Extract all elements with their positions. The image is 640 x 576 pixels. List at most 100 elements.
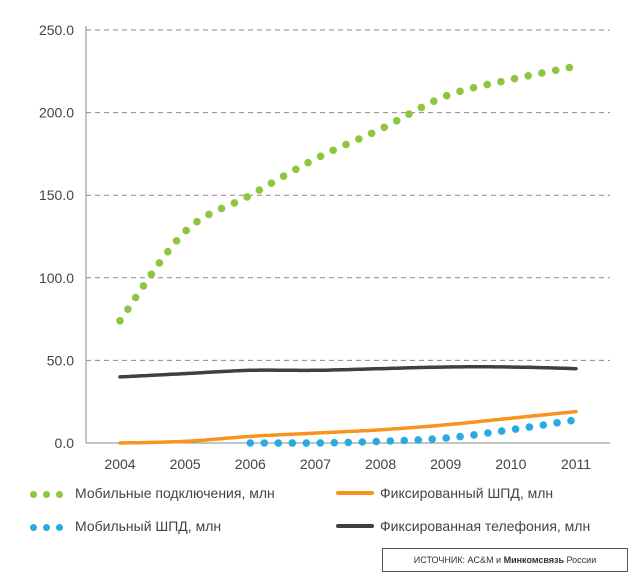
series-dot: [172, 237, 181, 245]
series-dot: [344, 438, 353, 447]
series-dot: [164, 247, 172, 256]
legend-item-mobile-connections: Мобильные подключения, млн: [30, 485, 275, 501]
series-dot: [551, 66, 560, 75]
legend-marker-fixed-broadband: [336, 491, 374, 495]
series-dot: [292, 165, 300, 174]
series-dot: [193, 217, 201, 226]
series-dot: [510, 74, 519, 83]
series-dot: [367, 129, 376, 138]
legend-marker-mobile-connections: [30, 485, 69, 501]
series-dot: [538, 69, 546, 77]
legend-label-fixed-broadband: Фиксированный ШПД, млн: [380, 485, 554, 501]
y-tick-label: 200.0: [39, 105, 74, 121]
series-dot: [414, 436, 423, 444]
series-dot: [565, 63, 574, 72]
chart-plot-area: 0.0 50.0 100.0 150.0 200.0 250.0 2004 2005 2006…: [39, 22, 610, 472]
series-dot: [456, 432, 464, 441]
series-dot: [386, 437, 395, 445]
series-line: [118, 365, 578, 379]
series-dot: [260, 439, 269, 447]
x-tick-label: 2008: [365, 456, 396, 472]
series-dot: [358, 438, 367, 446]
series-dot: [470, 431, 478, 439]
series-dot: [155, 259, 164, 267]
x-tick-label: 2010: [495, 456, 526, 472]
series-dot: [288, 439, 297, 447]
series-dot: [342, 140, 350, 149]
legend-label-fixed-telephony: Фиксированная телефония, млн: [380, 518, 591, 534]
y-tick-label: 50.0: [47, 352, 74, 368]
series-dot: [217, 204, 226, 213]
legend-item-mobile-broadband: Мобильный ШПД, млн: [30, 518, 221, 534]
series-dot: [205, 210, 213, 219]
series-dot: [304, 158, 312, 167]
series-dot: [147, 270, 156, 279]
series-dot: [524, 72, 532, 80]
series-dot: [255, 186, 264, 194]
x-tick-label: 2005: [170, 456, 201, 472]
y-tick-label: 150.0: [39, 187, 74, 203]
source-bold: Минкомсвязь: [503, 555, 565, 565]
series-dot: [139, 282, 148, 290]
series-dot: [484, 429, 492, 437]
series-dot: [483, 80, 492, 89]
series-dot: [405, 110, 413, 118]
series-dot: [372, 437, 381, 446]
x-tick-label: 2011: [561, 456, 591, 472]
series-1: [118, 409, 578, 445]
y-tick-label: 250.0: [39, 22, 74, 38]
series-dot: [182, 226, 190, 235]
series-dot: [469, 83, 478, 92]
series-dot: [316, 439, 325, 447]
legend-item-fixed-broadband: Фиксированный ШПД, млн: [336, 485, 553, 501]
series-dot: [539, 421, 548, 429]
series-dot: [392, 117, 401, 125]
series-dot: [131, 293, 140, 302]
series-dot: [302, 439, 311, 447]
series-3: [118, 365, 578, 379]
source-note: ИСТОЧНИК: AC&M и Минкомсвязь России: [382, 548, 628, 572]
series-dot: [442, 91, 451, 100]
series-dot: [456, 87, 464, 96]
x-tick-label: 2006: [235, 456, 266, 472]
series-dot: [329, 146, 338, 155]
legend-label-mobile-broadband: Мобильный ШПД, млн: [75, 518, 222, 534]
series-line: [118, 409, 578, 445]
series-dot: [567, 416, 575, 425]
source-prefix: ИСТОЧНИК: AC&M и: [413, 555, 504, 565]
series-dot: [430, 97, 438, 105]
series-dot: [400, 436, 409, 445]
series-2: [246, 416, 575, 447]
series-dot: [330, 438, 339, 447]
source-suffix: России: [564, 555, 597, 565]
y-tick-label: 0.0: [55, 435, 75, 451]
series-dot: [279, 172, 288, 180]
y-tick-label: 100.0: [39, 270, 74, 286]
series-dot: [124, 305, 132, 314]
x-tick-label: 2009: [430, 456, 461, 472]
series-dot: [428, 435, 437, 443]
series-dot: [553, 419, 561, 427]
series-dot: [417, 103, 426, 112]
series-dot: [230, 199, 239, 207]
series-0: [116, 63, 574, 325]
series-dot: [243, 193, 251, 201]
legend-item-fixed-telephony: Фиксированная телефония, млн: [336, 518, 590, 534]
legend-marker-mobile-broadband: [30, 518, 69, 534]
series-dot: [246, 439, 255, 447]
x-tick-label: 2007: [300, 456, 331, 472]
series-dot: [497, 427, 506, 435]
series-dot: [511, 425, 520, 433]
series-dot: [316, 152, 325, 161]
series-dot: [525, 423, 534, 431]
series-dot: [442, 434, 451, 442]
x-tick-label: 2004: [104, 456, 135, 472]
series-dot: [380, 123, 389, 132]
legend-marker-fixed-telephony: [336, 524, 374, 528]
series-dot: [267, 179, 276, 187]
series-dot: [355, 135, 363, 143]
legend-label-mobile-connections: Мобильные подключения, млн: [75, 485, 275, 501]
series-dot: [116, 317, 124, 325]
series-dot: [274, 439, 283, 447]
series-dot: [497, 77, 505, 86]
